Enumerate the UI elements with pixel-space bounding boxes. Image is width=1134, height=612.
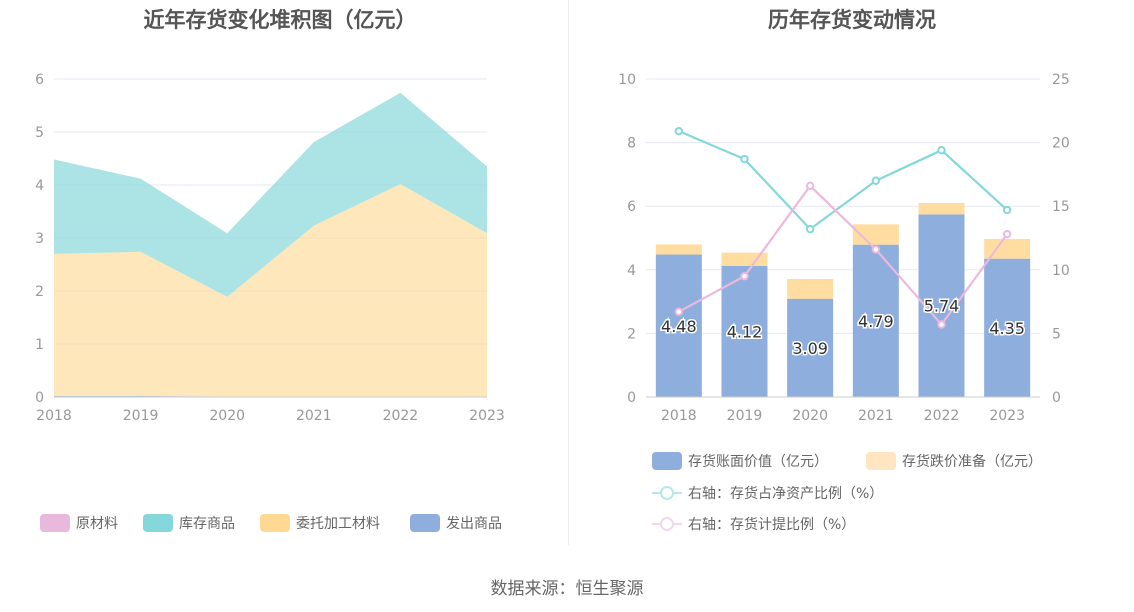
legend-item-provision-ratio[interactable]: 右轴：存货计提比例（%） — [652, 514, 855, 534]
bar-value-label: 4.12 — [727, 322, 763, 341]
y-tick-label: 2 — [627, 326, 636, 342]
x-tick-label: 2020 — [792, 408, 828, 424]
line-point — [805, 224, 815, 234]
x-tick-label: 2020 — [209, 408, 245, 424]
bar-value-label: 5.74 — [924, 297, 960, 316]
legend-item-book-value[interactable]: 存货账面价值（亿元） — [652, 451, 828, 471]
y-tick-label: 0 — [35, 390, 44, 406]
x-tick-label: 2021 — [296, 408, 332, 424]
x-tick-label: 2023 — [469, 408, 505, 424]
legend-item-inventory-ratio[interactable]: 右轴：存货占净资产比例（%） — [652, 483, 883, 503]
bar-impairment — [787, 279, 834, 299]
y2-tick-label: 15 — [1052, 199, 1070, 215]
line-point — [674, 126, 684, 136]
legend-label-inventory-ratio: 右轴：存货占净资产比例（%） — [688, 486, 884, 502]
legend-label-provision-ratio: 右轴：存货计提比例（%） — [688, 517, 856, 533]
legend-swatch-raw-materials — [40, 514, 70, 532]
line-point — [871, 176, 881, 185]
area-1 — [54, 92, 487, 297]
legend-swatch-book-value — [652, 452, 682, 470]
legend-label-stock-goods: 库存商品 — [179, 516, 235, 532]
bar-book-value — [787, 298, 834, 397]
legend-item-stock-goods[interactable]: 库存商品 — [143, 513, 235, 533]
legend-swatch-consigned-materials — [260, 514, 290, 532]
bar-impairment — [721, 252, 768, 266]
legend-label-consigned-materials: 委托加工材料 — [296, 516, 380, 532]
bar-value-label: 4.79 — [858, 312, 894, 331]
y2-tick-label: 0 — [1052, 390, 1061, 406]
legend-item-consigned-materials[interactable]: 委托加工材料 — [260, 513, 380, 533]
bar-value-label: 4.48 — [661, 317, 697, 336]
x-tick-label: 2019 — [727, 408, 763, 424]
legend-item-raw-materials[interactable]: 原材料 — [40, 513, 118, 533]
legend-label-raw-materials: 原材料 — [76, 516, 118, 532]
y2-tick-label: 5 — [1052, 326, 1061, 342]
legend-symbol-provision-ratio — [652, 515, 682, 533]
right-chart-title: 历年存货变动情况 — [768, 8, 936, 32]
line-point — [805, 181, 815, 191]
left-chart-title: 近年存货变化堆积图（亿元） — [143, 8, 417, 32]
legend-swatch-stock-goods — [143, 514, 173, 532]
area-2 — [54, 183, 487, 397]
left-area-chart: 0 1 2 3 4 5 6 2018 2019 2020 2021 2022 2023 — [35, 72, 505, 424]
y-tick-label: 5 — [35, 125, 44, 141]
bar-value-label: 4.35 — [989, 319, 1025, 338]
x-tick-label: 2018 — [36, 408, 72, 424]
y-tick-label: 6 — [627, 199, 636, 215]
line-point — [740, 154, 749, 164]
line-point — [1002, 229, 1012, 239]
panel-divider — [568, 0, 569, 545]
x-tick-label: 2023 — [989, 408, 1025, 424]
right-bar-line-chart: 0 2 4 6 8 10 0 5 10 15 20 25 2018 2019 2020 2021 2022 202… — [618, 72, 1070, 424]
legend-swatch-goods-shipped — [410, 514, 440, 532]
x-tick-label: 2019 — [123, 408, 159, 424]
legend-symbol-inventory-ratio — [652, 484, 682, 502]
line-series-2 — [678, 130, 1008, 231]
line-point — [871, 245, 881, 254]
line-point — [740, 271, 749, 281]
x-tick-label: 2022 — [383, 408, 419, 424]
data-source: 数据来源：恒生聚源 — [490, 579, 644, 599]
x-tick-label: 2021 — [858, 408, 894, 424]
x-tick-label: 2018 — [661, 408, 697, 424]
y2-tick-label: 20 — [1052, 136, 1070, 152]
y-tick-label: 10 — [618, 72, 636, 88]
legend-label-goods-shipped: 发出商品 — [446, 516, 502, 532]
y2-tick-label: 10 — [1052, 263, 1070, 279]
y-tick-label: 2 — [35, 284, 44, 300]
y-tick-label: 4 — [627, 263, 636, 279]
line-point — [674, 307, 684, 316]
y-tick-label: 8 — [627, 136, 636, 152]
legend-label-impairment: 存货跌价准备（亿元） — [902, 454, 1042, 470]
x-tick-label: 2022 — [924, 408, 960, 424]
bar-impairment — [918, 203, 965, 215]
y-tick-label: 3 — [35, 231, 44, 247]
line-series-3 — [678, 184, 1009, 327]
y-tick-label: 1 — [35, 337, 44, 353]
bar-book-value — [984, 258, 1031, 397]
bar-value-label: 3.09 — [792, 339, 828, 358]
bar-book-value — [852, 244, 899, 397]
y-tick-label: 6 — [35, 72, 44, 88]
legend-label-book-value: 存货账面价值（亿元） — [688, 454, 828, 470]
bar-impairment — [655, 244, 702, 255]
legend-item-goods-shipped[interactable]: 发出商品 — [410, 513, 502, 533]
bar-book-value — [655, 254, 702, 397]
y2-tick-label: 25 — [1052, 72, 1070, 88]
line-point — [937, 146, 946, 155]
line-point — [937, 320, 946, 329]
bar-book-value — [721, 265, 768, 397]
y-tick-label: 0 — [627, 390, 636, 406]
legend-item-impairment[interactable]: 存货跌价准备（亿元） — [866, 451, 1042, 471]
y-tick-label: 4 — [35, 178, 44, 194]
legend-swatch-impairment — [866, 452, 896, 470]
bar-impairment — [984, 238, 1031, 259]
line-point — [1002, 205, 1012, 215]
